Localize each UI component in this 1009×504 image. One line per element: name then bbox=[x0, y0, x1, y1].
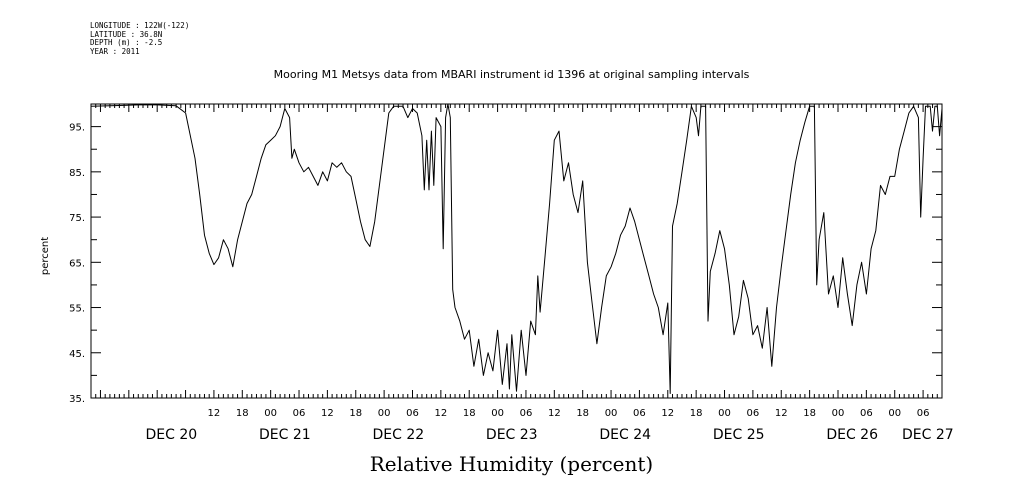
x-hour-tick-label: 06 bbox=[406, 408, 419, 419]
y-tick-label: 35. bbox=[69, 394, 85, 405]
x-hour-tick-label: 12 bbox=[434, 408, 447, 419]
x-hour-tick-label: 18 bbox=[236, 408, 249, 419]
x-hour-tick-label: 06 bbox=[520, 408, 533, 419]
metadata-longitude: LONGITUDE : 122W(-122) bbox=[90, 21, 190, 30]
x-hour-tick-label: 18 bbox=[690, 408, 703, 419]
station-metadata: LONGITUDE : 122W(-122) LATITUDE : 36.8N DE… bbox=[90, 21, 190, 56]
x-hour-tick-label: 00 bbox=[718, 408, 731, 419]
y-tick-label: 75. bbox=[69, 213, 85, 224]
y-tick-label: 85. bbox=[69, 168, 85, 179]
y-tick-label: 45. bbox=[69, 349, 85, 360]
metadata-latitude: LATITUDE : 36.8N bbox=[90, 29, 163, 39]
y-tick-label: 95. bbox=[69, 123, 85, 134]
x-date-label: DEC 23 bbox=[486, 427, 538, 443]
x-hour-tick-label: 12 bbox=[661, 408, 674, 419]
x-hour-tick-label: 18 bbox=[463, 408, 476, 419]
x-date-label: DEC 26 bbox=[826, 427, 878, 443]
y-axis-label: percent bbox=[40, 237, 51, 275]
x-hour-tick-label: 00 bbox=[378, 408, 391, 419]
x-hour-tick-label: 12 bbox=[321, 408, 334, 419]
y-tick-label: 65. bbox=[69, 258, 85, 269]
chart-title: Mooring M1 Metsys data from MBARI instru… bbox=[273, 68, 750, 81]
x-hour-tick-label: 00 bbox=[832, 408, 845, 419]
axes-layer: 35. 45. 55. 65. 75. 85. 95. 12 18 00 06 12 18 00 06 12 1… bbox=[69, 103, 954, 443]
x-date-label: DEC 20 bbox=[146, 427, 198, 443]
x-date-label: DEC 21 bbox=[259, 427, 311, 443]
y-tick-label: 55. bbox=[69, 304, 85, 315]
x-hour-tick-label: 00 bbox=[491, 408, 504, 419]
x-date-label: DEC 27 bbox=[902, 427, 954, 443]
x-date-label: DEC 24 bbox=[599, 427, 651, 443]
x-axis-title-wrap: Relative Humidity (percent) bbox=[0, 452, 1009, 476]
plot-frame bbox=[90, 103, 943, 399]
x-date-label: DEC 25 bbox=[713, 427, 765, 443]
x-hour-tick-label: 18 bbox=[803, 408, 816, 419]
series-layer bbox=[90, 103, 943, 394]
x-axis-title: Relative Humidity (percent) bbox=[369, 452, 654, 476]
x-hour-tick-label: 06 bbox=[747, 408, 760, 419]
x-hour-tick-label: 00 bbox=[264, 408, 277, 419]
x-hour-tick-label: 12 bbox=[548, 408, 561, 419]
x-hour-tick-label: 00 bbox=[605, 408, 618, 419]
x-date-label: DEC 22 bbox=[372, 427, 424, 443]
x-hour-tick-label: 18 bbox=[349, 408, 362, 419]
metadata-depth: DEPTH (m) : -2.5 bbox=[90, 38, 163, 47]
metadata-year: YEAR : 2011 bbox=[90, 46, 140, 56]
x-hour-tick-label: 12 bbox=[208, 408, 221, 419]
x-hour-tick-label: 06 bbox=[860, 408, 873, 419]
x-hour-tick-label: 00 bbox=[888, 408, 901, 419]
x-hour-tick-label: 06 bbox=[633, 408, 646, 419]
x-hour-tick-label: 12 bbox=[775, 408, 788, 419]
humidity-series-line bbox=[90, 103, 943, 394]
x-hour-tick-label: 18 bbox=[576, 408, 589, 419]
chart-title-wrap: Mooring M1 Metsys data from MBARI instru… bbox=[0, 68, 1009, 81]
x-hour-tick-label: 06 bbox=[293, 408, 306, 419]
x-hour-tick-label: 06 bbox=[917, 408, 930, 419]
